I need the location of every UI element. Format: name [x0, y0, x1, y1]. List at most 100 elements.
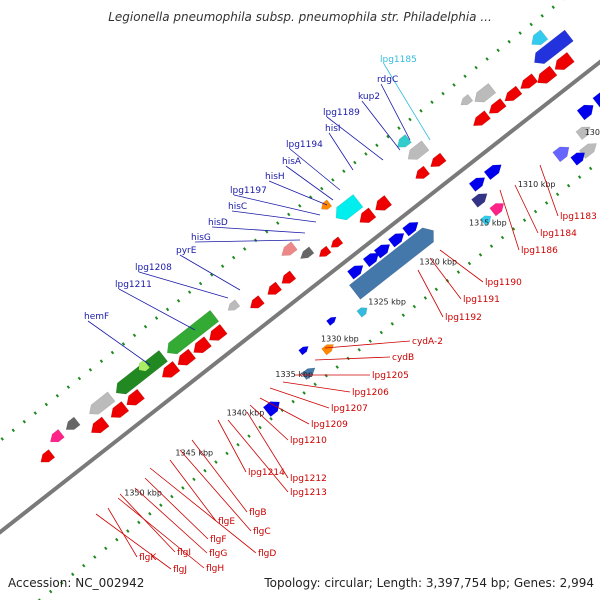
gene-arrow-shape	[474, 83, 497, 103]
reverse-gene	[281, 241, 298, 256]
gene-arrow-shape	[50, 428, 65, 443]
genome-backbone	[0, 59, 600, 535]
gene-arrow-shape	[460, 94, 474, 106]
reverse-gene	[488, 97, 507, 114]
reverse-gene	[474, 83, 497, 103]
gene-arrow-shape	[177, 348, 197, 366]
forward-label-leader	[361, 100, 401, 151]
forward-gene	[483, 164, 502, 181]
reverse-gene	[397, 134, 412, 148]
gene-arrow-shape	[430, 152, 447, 168]
reverse-gene	[460, 94, 474, 106]
reverse-gene	[65, 416, 81, 430]
reverse-gene	[554, 51, 575, 71]
forward-gene	[575, 126, 591, 140]
gene-arrow-shape	[115, 350, 168, 395]
reverse-gene	[335, 194, 364, 221]
reverse-label-leader	[314, 356, 391, 361]
gene-arrow-shape	[161, 360, 181, 378]
reverse-gene-label: flgJ	[173, 565, 187, 575]
reverse-gene	[281, 270, 297, 284]
reverse-gene-label: lpg1207	[331, 404, 368, 414]
gene-arrow-shape	[488, 97, 507, 114]
reverse-gene	[472, 110, 491, 126]
gene-arrow-shape	[471, 193, 488, 208]
forward-label-leader	[233, 194, 321, 216]
gene-arrow-shape	[552, 146, 570, 163]
reverse-gene-label: lpg1190	[485, 278, 522, 288]
forward-gene-label: pyrE	[176, 246, 197, 256]
forward-label-leader	[285, 165, 334, 201]
scale-tick-label: 1350 kbp	[124, 489, 162, 498]
forward-gene-label: kup2	[358, 92, 380, 102]
reverse-label-leader	[119, 493, 176, 553]
forward-gene	[592, 92, 600, 108]
gene-arrow-shape	[576, 104, 594, 121]
reverse-label-leader	[179, 449, 252, 532]
reverse-label-leader	[439, 249, 484, 283]
gene-arrow-shape	[531, 29, 549, 46]
reverse-gene	[126, 388, 145, 406]
gene-arrow-shape	[575, 126, 591, 140]
forward-gene	[489, 203, 505, 217]
reverse-gene	[415, 165, 431, 179]
reverse-label-leader	[217, 419, 247, 473]
reverse-label-leader	[95, 513, 172, 570]
gene-arrow-shape	[397, 134, 412, 148]
gene-arrow-shape	[356, 307, 368, 318]
reverse-gene	[250, 295, 265, 309]
gene-arrow-shape	[65, 416, 81, 430]
reverse-label-leader	[499, 189, 520, 251]
forward-gene	[468, 177, 486, 192]
reverse-label-leader	[117, 497, 205, 569]
scale-tick-label: 1305 kbp	[585, 128, 600, 137]
gene-arrow-shape	[91, 416, 110, 434]
reverse-gene-label: lpg1213	[290, 488, 327, 498]
gene-arrow-shape	[554, 51, 575, 71]
forward-gene	[362, 252, 380, 268]
forward-label-leader	[380, 83, 411, 141]
forward-gene	[552, 146, 570, 163]
gene-arrow-shape	[298, 346, 309, 356]
reverse-label-leader	[191, 439, 248, 513]
reverse-gene-label: flgK	[139, 553, 157, 563]
reverse-label-leader	[249, 404, 289, 441]
gene-arrow-shape	[300, 246, 315, 259]
reverse-label-leader	[282, 381, 351, 393]
gene-arrow-shape	[480, 215, 492, 226]
gene-arrow-shape	[209, 323, 228, 341]
forward-gene-label: lpg1194	[286, 140, 323, 150]
forward-gene-label: lpg1211	[115, 280, 152, 290]
reverse-label-leader	[227, 419, 289, 493]
reverse-gene	[91, 416, 110, 434]
gene-arrow-shape	[281, 241, 298, 256]
reverse-gene	[177, 348, 197, 366]
reverse-gene-label: flgI	[177, 548, 191, 558]
reverse-gene-label: cydA-2	[412, 337, 443, 347]
accession-label: Accession: NC_002942	[8, 576, 145, 590]
gene-arrow-shape	[326, 316, 337, 326]
reverse-label-leader	[149, 467, 257, 554]
forward-gene	[387, 233, 405, 248]
forward-gene-label: lpg1208	[135, 263, 172, 273]
reverse-gene	[300, 246, 315, 259]
reverse-gene	[50, 428, 65, 443]
gene-arrow-shape	[89, 391, 116, 415]
gene-arrow-shape	[375, 195, 393, 211]
reverse-label-leader	[539, 164, 559, 217]
reverse-gene	[531, 29, 549, 46]
reverse-gene	[520, 73, 539, 89]
reverse-gene	[318, 245, 332, 257]
reverse-gene-label: lpg1184	[540, 229, 577, 239]
reverse-gene-label: lpg1192	[445, 313, 482, 323]
reverse-gene-label: cydB	[392, 353, 414, 363]
reverse-label-leader	[144, 477, 209, 540]
gene-arrow-shape	[321, 199, 333, 210]
reverse-gene	[534, 29, 574, 65]
forward-gene-label: hisG	[191, 233, 211, 243]
gene-arrow-shape	[592, 92, 600, 108]
scale-tick-label: 1340 kbp	[227, 408, 265, 417]
reverse-label-leader	[259, 397, 310, 425]
reverse-gene	[267, 281, 283, 295]
